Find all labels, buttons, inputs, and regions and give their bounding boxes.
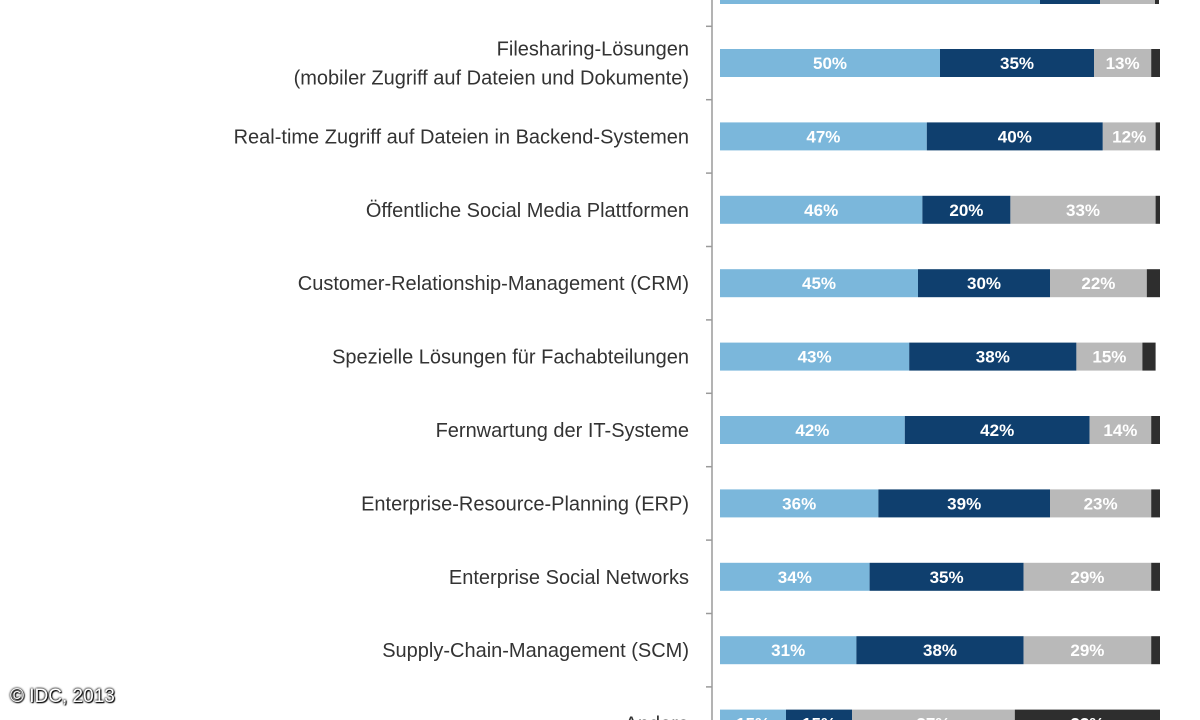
value-label-6-1: 42% (795, 421, 829, 440)
category-label-2: Real-time Zugriff auf Dateien in Backend… (234, 126, 689, 148)
value-label-7-2: 39% (947, 494, 981, 513)
bar-segment-2-3 (1102, 122, 1156, 151)
value-label-10-2: 15% (802, 715, 836, 720)
bar-segment-5-2 (909, 342, 1077, 371)
value-label-6-3: 14% (1103, 421, 1137, 440)
bar-segment-6-3 (1089, 416, 1152, 444)
value-label-7-3: 23% (1084, 494, 1118, 513)
bar-segment-7-4 (1151, 489, 1160, 518)
value-label-2-2: 40% (998, 127, 1032, 146)
bar-cropped-top-4 (1155, 0, 1159, 4)
category-label-9: Supply-Chain-Management (SCM) (382, 640, 689, 662)
value-label-2-1: 47% (806, 127, 840, 146)
bar-segment-8-3 (1023, 562, 1152, 591)
bar-segment-10-2 (786, 709, 852, 720)
category-label-4: Customer-Relationship-Management (CRM) (298, 273, 689, 295)
bar-segment-10-3 (852, 709, 1015, 720)
bar-cropped-top-2 (1040, 0, 1100, 4)
bar-segment-10-4 (1014, 709, 1160, 720)
category-label-1-line-1: Filesharing-Lösungen (497, 39, 689, 61)
bar-segment-6-1 (720, 416, 905, 444)
value-label-8-2: 35% (930, 568, 964, 587)
copyright-credit: © IDC, 2013 (10, 686, 115, 707)
bar-segment-4-3 (1050, 269, 1147, 298)
category-label-8: Enterprise Social Networks (449, 567, 689, 589)
bar-segment-1-3 (1094, 49, 1152, 77)
bar-segment-1-2 (940, 49, 1094, 77)
bar-segment-3-4 (1155, 195, 1160, 224)
value-label-2-3: 12% (1112, 127, 1146, 146)
bar-segment-7-3 (1050, 489, 1152, 518)
value-label-5-3: 15% (1092, 348, 1126, 367)
category-label-1-line-2: (mobiler Zugriff auf Dateien und Dokumen… (294, 68, 689, 90)
value-label-10-1: 15% (736, 715, 770, 720)
value-label-3-3: 33% (1066, 201, 1100, 220)
category-label-10: Andere (625, 714, 690, 720)
bar-segment-4-2 (918, 269, 1050, 298)
value-label-9-1: 31% (771, 641, 805, 660)
bar-segment-4-1 (720, 269, 918, 298)
bar-segment-3-2 (922, 195, 1011, 224)
bar-segment-9-4 (1151, 636, 1160, 665)
value-label-4-2: 30% (967, 274, 1001, 293)
bar-segment-8-2 (869, 562, 1024, 591)
bar-segment-4-4 (1146, 269, 1160, 298)
bar-segment-9-2 (856, 636, 1024, 665)
bar-segment-7-2 (878, 489, 1050, 518)
bar-segment-2-1 (720, 122, 927, 151)
bar-segment-6-4 (1151, 416, 1160, 444)
category-label-7: Enterprise-Resource-Planning (ERP) (361, 493, 689, 515)
bar-segment-2-4 (1155, 122, 1160, 151)
bar-segment-6-2 (904, 416, 1090, 444)
bar-cropped-top-1 (720, 0, 1040, 4)
bar-segment-8-1 (720, 562, 870, 591)
bar-segment-5-1 (720, 342, 910, 371)
bar-segment-5-3 (1076, 342, 1143, 371)
bar-segment-3-1 (720, 195, 923, 224)
bar-segment-9-1 (720, 636, 857, 665)
category-label-6: Fernwartung der IT-Systeme (436, 420, 689, 442)
category-label-5: Spezielle Lösungen für Fachabteilungen (332, 347, 689, 369)
value-label-7-1: 36% (782, 494, 816, 513)
value-label-1-3: 13% (1106, 54, 1140, 73)
bar-segment-5-4 (1142, 342, 1156, 371)
bar-segment-2-2 (926, 122, 1103, 151)
category-label-3: Öffentliche Social Media Plattformen (366, 200, 689, 222)
value-label-3-1: 46% (804, 201, 838, 220)
bar-segment-1-1 (720, 49, 940, 77)
value-label-9-3: 29% (1070, 641, 1104, 660)
bar-segment-8-4 (1151, 562, 1160, 591)
value-label-1-1: 50% (813, 54, 847, 73)
value-label-5-1: 43% (798, 348, 832, 367)
bar-segment-7-1 (720, 489, 879, 518)
value-label-10-4: 33% (1070, 715, 1104, 720)
value-label-4-1: 45% (802, 274, 836, 293)
value-label-8-3: 29% (1070, 568, 1104, 587)
value-label-8-1: 34% (778, 568, 812, 587)
bar-segment-3-3 (1010, 195, 1156, 224)
value-label-4-3: 22% (1081, 274, 1115, 293)
bar-segment-1-4 (1151, 49, 1160, 77)
value-label-5-2: 38% (976, 348, 1010, 367)
value-label-1-2: 35% (1000, 54, 1034, 73)
value-label-3-2: 20% (949, 201, 983, 220)
bar-segment-9-3 (1023, 636, 1152, 665)
bar-segment-10-1 (720, 709, 786, 720)
bar-cropped-top-3 (1100, 0, 1155, 4)
value-label-6-2: 42% (980, 421, 1014, 440)
value-label-9-2: 38% (923, 641, 957, 660)
value-label-10-3: 37% (916, 715, 950, 720)
